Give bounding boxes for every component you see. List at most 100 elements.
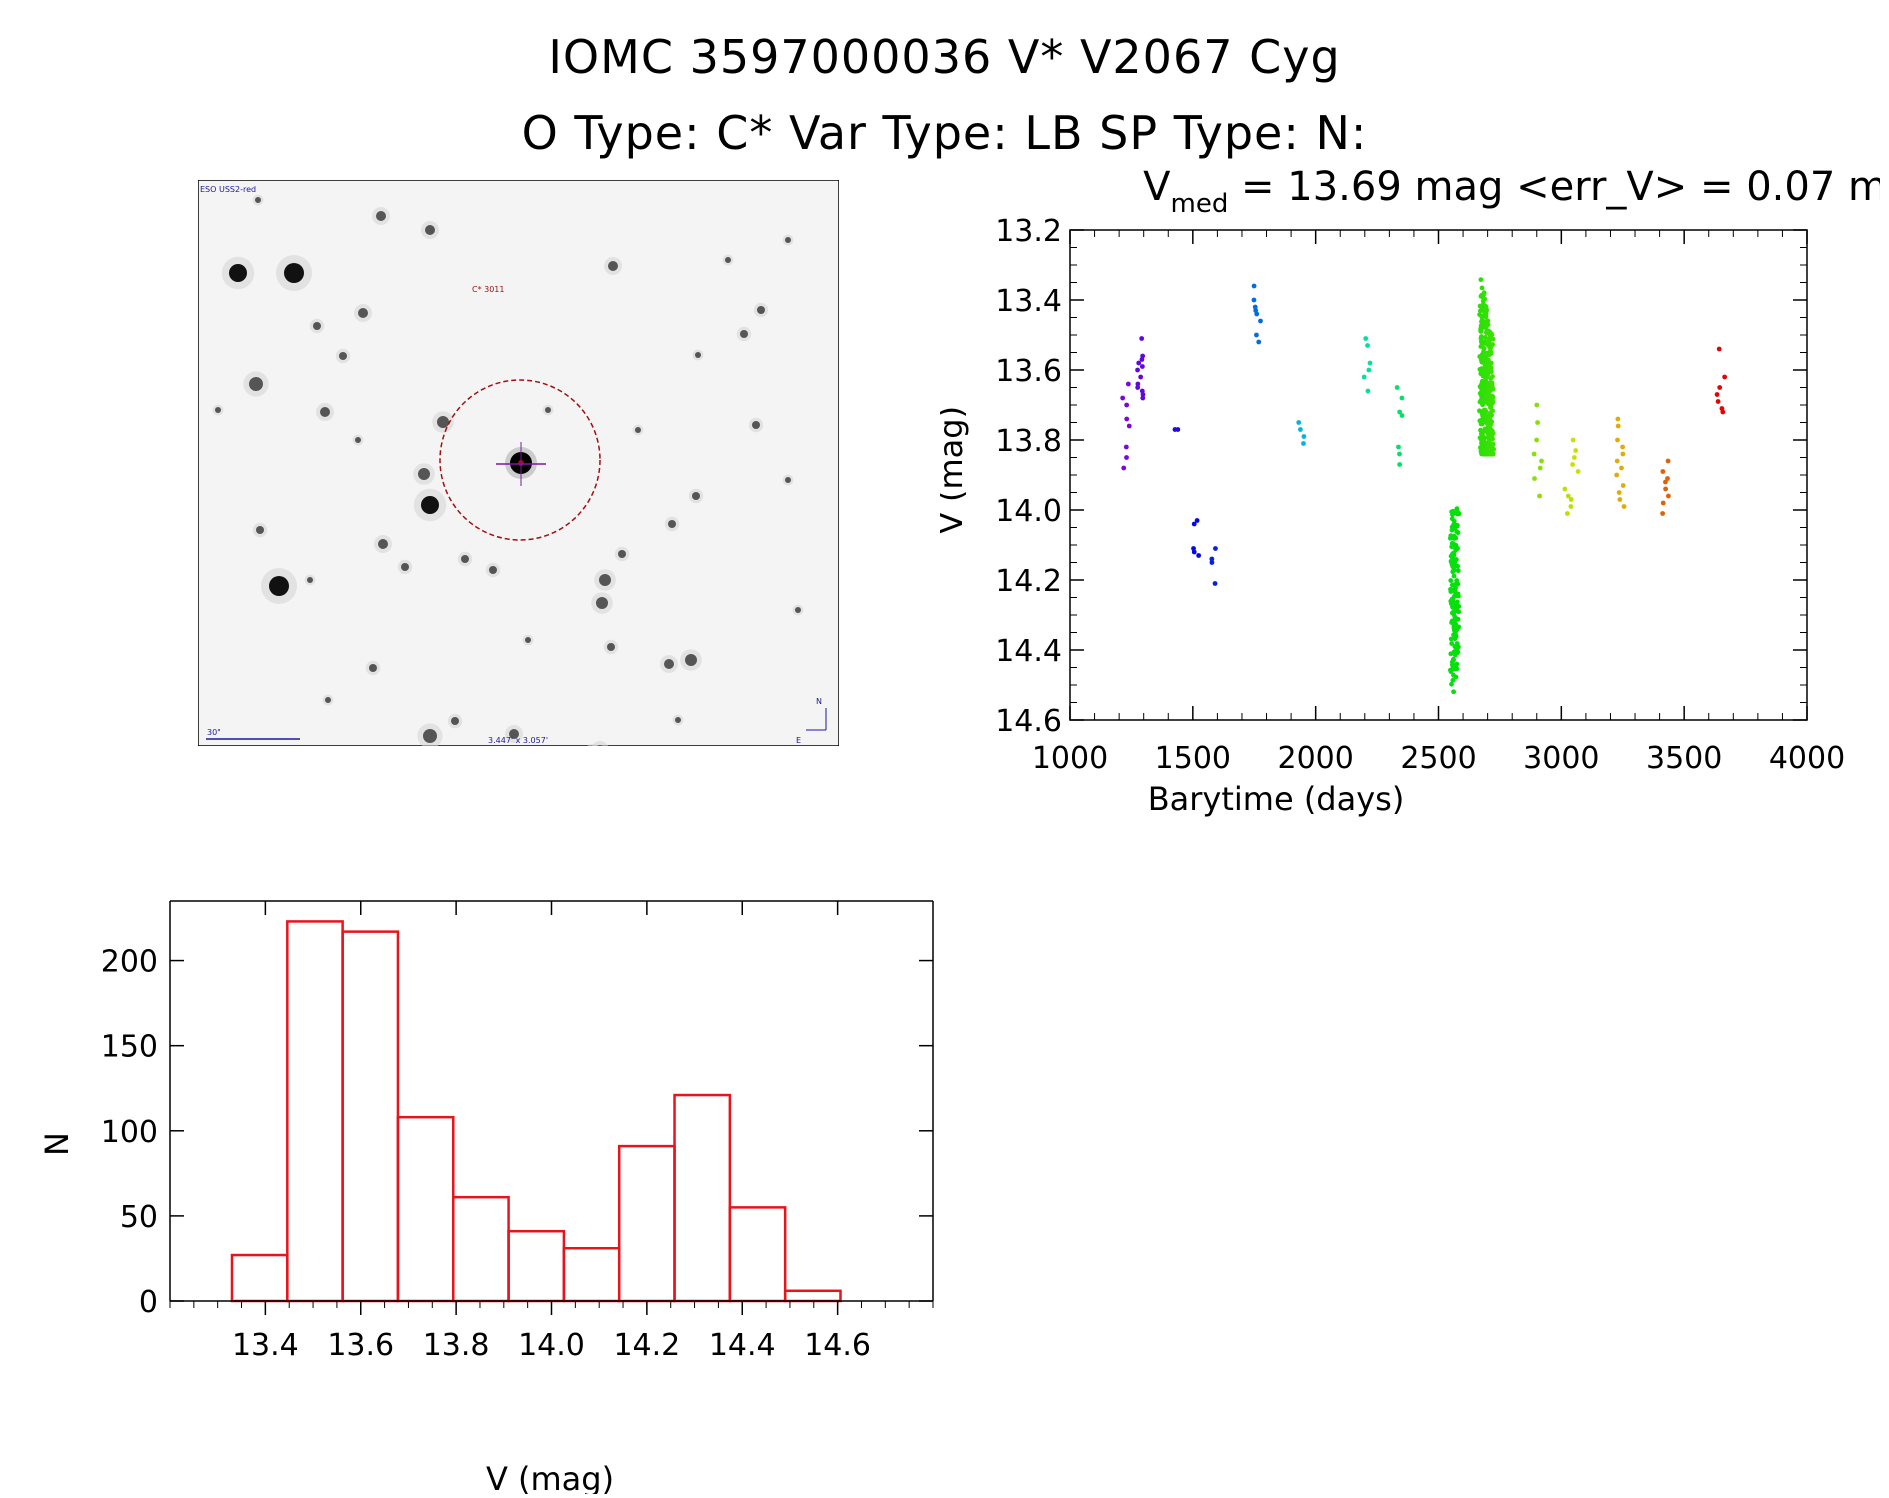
sky-star (635, 427, 641, 433)
sky-star (675, 717, 681, 723)
lc-point (1213, 546, 1218, 551)
hist-ytick-label: 50 (120, 1200, 158, 1235)
sky-star (685, 654, 697, 666)
lc-point (1615, 423, 1621, 429)
lc-point (1451, 552, 1457, 558)
lc-point (1663, 479, 1668, 485)
lc-point (1124, 455, 1129, 460)
lc-point (1397, 451, 1402, 457)
sky-star (229, 264, 247, 282)
lc-point (1455, 546, 1460, 551)
lc-point (1615, 416, 1621, 422)
lc-point (1363, 336, 1369, 341)
lc-point (1534, 402, 1540, 408)
lc-point (1451, 567, 1457, 573)
lc-point (1570, 437, 1576, 443)
lc-point (1125, 381, 1131, 387)
lc-point (1478, 277, 1484, 283)
lc-xtick-label: 4000 (1769, 741, 1845, 776)
hist-ytick-label: 0 (139, 1285, 158, 1320)
histogram-chart: 13.4 13.6 13.8 14.0 14.2 14.4 14.6 0 50 100 150 200… (38, 900, 934, 1498)
lc-point (1486, 439, 1492, 445)
lc-point (1455, 568, 1461, 574)
lc-point (1453, 590, 1458, 596)
lc-point (1488, 375, 1494, 381)
lc-point (1140, 395, 1146, 401)
lc-point (1139, 357, 1145, 362)
east-label: E (796, 736, 801, 745)
lc-point (1479, 285, 1485, 291)
lc-point (1138, 374, 1144, 380)
sky-star (664, 659, 674, 669)
histogram-bar (617, 1144, 676, 1303)
sky-star (256, 526, 264, 534)
lc-point (1660, 469, 1666, 474)
lc-point (1396, 444, 1401, 450)
lc-point (1620, 483, 1626, 488)
lc-xtick-label: 2500 (1400, 741, 1476, 776)
lc-point (1449, 524, 1455, 530)
lc-plot-frame (1069, 229, 1808, 721)
lc-point (1573, 448, 1579, 453)
lc-point (1665, 476, 1670, 481)
sky-star (284, 263, 304, 283)
lc-point (1399, 413, 1405, 418)
lc-point (1564, 511, 1570, 516)
lc-point (1397, 462, 1403, 467)
lc-point (1454, 650, 1460, 656)
lc-point (1663, 486, 1668, 492)
lc-point (1454, 529, 1459, 534)
lc-point (1448, 578, 1454, 583)
sky-star (376, 211, 386, 221)
lc-title-subscript: med (1171, 189, 1229, 219)
sky-star (339, 352, 347, 360)
sky-star (358, 308, 368, 318)
lc-point (1191, 521, 1197, 527)
sky-star (355, 437, 361, 443)
lc-point (1194, 518, 1200, 523)
light-curve-axes: 1000 1500 2000 2500 3000 3500 4000 13.2 13.4 13.6… (995, 214, 1845, 776)
lc-point (1136, 360, 1142, 366)
histogram-bar (507, 1229, 566, 1303)
histogram-bar (562, 1246, 621, 1303)
lc-point (1450, 582, 1456, 588)
lc-ytick-label: 13.6 (995, 354, 1062, 389)
lc-point (1660, 511, 1666, 516)
lc-point (1478, 329, 1484, 334)
lc-point (1454, 522, 1460, 528)
sky-star (255, 197, 261, 203)
lc-point (1453, 665, 1459, 671)
lc-title-prefix: V (1143, 170, 1171, 210)
object-label: C* 3011 (472, 285, 505, 294)
lc-point (1480, 341, 1485, 347)
lc-point (1485, 424, 1491, 430)
histogram-bar (286, 920, 344, 1303)
lc-point (1481, 345, 1487, 351)
lc-ytick-label: 13.8 (995, 424, 1062, 459)
lc-point (1449, 681, 1454, 687)
lc-point (1484, 330, 1490, 336)
histogram-bar (783, 1289, 842, 1303)
lc-point (1537, 465, 1543, 471)
histogram-bar (673, 1093, 732, 1303)
lc-point (1448, 636, 1454, 642)
lc-ytick-label: 14.0 (995, 494, 1062, 529)
lc-point (1449, 597, 1455, 603)
sky-star (369, 664, 377, 672)
lc-point (1488, 445, 1494, 451)
lc-point (1486, 387, 1492, 393)
histogram-bars (230, 920, 842, 1303)
lc-point (1120, 395, 1126, 401)
hist-xtick-label: 14.6 (804, 1328, 871, 1363)
lc-point (1121, 465, 1127, 471)
lc-point (1483, 305, 1489, 311)
lc-point (1481, 445, 1487, 451)
sky-star (785, 237, 791, 243)
lc-point (1449, 516, 1455, 522)
sky-star (215, 407, 221, 413)
lc-point (1488, 369, 1494, 375)
lc-point (1488, 435, 1494, 441)
sky-star (692, 492, 700, 500)
lc-point (1485, 366, 1490, 372)
lc-point (1449, 641, 1455, 646)
